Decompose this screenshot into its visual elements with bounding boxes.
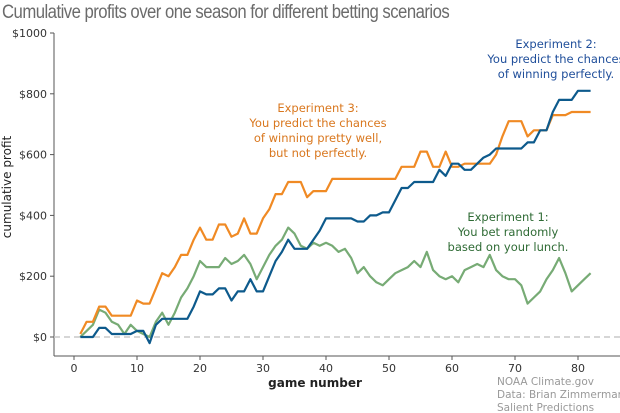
series-line-experiment-3 [79, 110, 591, 335]
y-tick-label: $800 [19, 88, 47, 101]
axes: $0 $200 $400 $600 $800 $1000 0 10 20 30 40 50 60 70 80 [12, 27, 620, 375]
annotation-experiment-3: of winning pretty well, [254, 131, 382, 145]
credit-line: Salient Predictions [497, 402, 594, 413]
annotation-experiment-3: but not perfectly. [269, 146, 367, 160]
annotation-experiment-3: You predict the chances [248, 116, 386, 130]
credit-line: Data: Brian Zimmerman, [497, 389, 620, 401]
annotation-experiment-1: based on your lunch. [448, 240, 569, 254]
x-tick-label: 60 [445, 362, 459, 375]
chart-title: Cumulative profits over one season for d… [2, 2, 450, 23]
annotation-experiment-2: Experiment 2: [515, 37, 596, 51]
x-tick-label: 80 [571, 362, 585, 375]
x-tick-label: 40 [319, 362, 333, 375]
annotation-experiment-1: Experiment 1: [467, 210, 548, 224]
y-tick-label: $200 [19, 270, 47, 283]
x-axis-label: game number [268, 376, 362, 390]
x-tick-label: 0 [71, 362, 78, 375]
x-tick-label: 50 [382, 362, 396, 375]
credit-line: NOAA Climate.gov [497, 376, 594, 388]
series-lines [79, 89, 592, 345]
series-line-experiment-2 [80, 89, 591, 345]
annotation-experiment-2: of winning perfectly. [498, 67, 614, 81]
x-tick-label: 30 [256, 362, 270, 375]
x-tick-label: 10 [130, 362, 144, 375]
y-tick-label: $0 [33, 331, 47, 344]
y-tick-label: $1000 [12, 27, 47, 40]
annotation-experiment-2: You predict the chances [486, 52, 620, 66]
y-tick-label: $600 [19, 149, 47, 162]
annotation-experiment-3: Experiment 3: [277, 101, 358, 115]
y-axis-label: cumulative profit [0, 136, 14, 239]
x-tick-label: 20 [193, 362, 207, 375]
y-tick-label: $400 [19, 209, 47, 222]
annotation-experiment-1: You bet randomly [457, 225, 559, 239]
x-tick-label: 70 [508, 362, 522, 375]
